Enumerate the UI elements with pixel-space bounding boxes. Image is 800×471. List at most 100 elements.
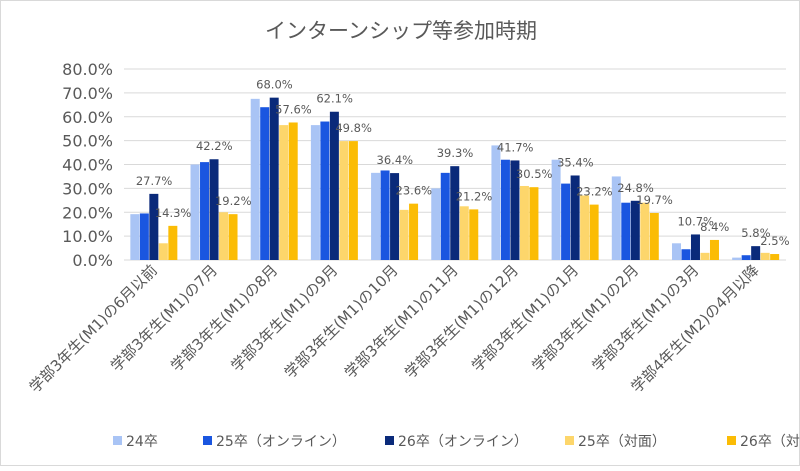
bar [751,246,761,260]
bar [260,107,270,260]
bar [580,195,590,260]
bar [681,249,691,260]
data-label: 21.2% [456,189,493,203]
y-tick-label: 30.0% [62,179,113,198]
bar [228,214,238,260]
data-label: 57.6% [275,102,312,116]
bar [640,202,650,260]
bar [339,141,349,260]
bar [621,202,631,260]
bar [200,162,210,260]
bar [209,159,219,260]
legend-label: 25卒（対面） [578,434,666,450]
bar [611,176,621,260]
bar [570,175,580,260]
x-tick-label: 学部4年生(M2)の4月以降 [627,261,762,396]
data-label: 30.5% [516,167,553,181]
bar [459,206,469,260]
bar [561,183,571,260]
bar [409,203,419,260]
bar [589,204,599,260]
data-label: 42.2% [196,139,233,153]
bar [529,187,539,260]
bar [690,234,700,260]
bar [158,243,168,260]
data-label: 23.6% [396,184,433,198]
data-label: 23.2% [576,185,613,199]
x-tick-label: 学部3年生(M1)の3月 [589,261,703,375]
bar [149,193,159,260]
data-label: 24.8% [617,181,654,195]
x-tick-label: 学部3年生(M1)の8月 [167,261,281,375]
data-label: 5.8% [741,226,770,240]
bar [380,170,390,260]
bar [440,172,450,260]
data-label: 14.3% [155,206,192,220]
data-label: 41.7% [497,140,534,154]
bar [551,159,561,260]
bar [431,188,441,260]
bar [279,125,289,260]
bar [310,125,320,260]
bar [168,225,178,260]
bar [130,214,140,260]
bar [732,257,742,260]
data-label: 19.2% [215,194,252,208]
bar [288,122,298,260]
bar [500,159,510,260]
bar [329,111,339,260]
y-tick-label: 50.0% [62,132,113,151]
y-tick-label: 10.0% [62,227,113,246]
x-tick-label: 学部3年生(M1)の9月 [227,261,341,375]
data-label: 19.7% [636,193,673,207]
data-label: 39.3% [437,146,474,160]
bar [450,166,460,260]
legend-label: 26卒（対面） [740,434,800,450]
legend-swatch [203,436,212,445]
bar [760,252,770,260]
bar [371,172,381,260]
bar [219,212,229,260]
bar [491,145,501,260]
bar [320,121,330,261]
bar [469,209,479,260]
bar [348,141,358,260]
data-label: 10.7% [677,214,714,228]
bar [390,173,400,260]
data-label: 49.8% [335,121,372,135]
bar [649,212,659,260]
bar [190,164,200,260]
bar [139,213,149,260]
x-tick-label: 学部3年生(M1)の1月 [468,261,582,375]
bar [250,98,260,260]
bar [399,209,409,260]
bar [709,239,719,260]
y-tick-label: 60.0% [62,108,113,127]
y-tick-label: 80.0% [62,60,113,79]
chart-title: インターンシップ等参加時期 [265,19,537,43]
x-tick-label: 学部3年生(M1)の10月 [281,261,402,382]
legend-label: 24卒 [126,434,158,450]
bar [741,255,751,260]
data-label: 36.4% [377,153,414,167]
legend-swatch [727,436,736,445]
x-tick-label: 学部3年生(M1)の12月 [401,261,522,382]
legend-label: 26卒（オンライン） [398,434,528,450]
data-label: 68.0% [256,78,293,92]
y-tick-label: 20.0% [62,203,113,222]
bar [269,97,279,261]
y-tick-label: 40.0% [62,156,113,175]
bar [770,254,780,260]
bar [519,185,529,260]
y-tick-label: 0.0% [72,251,113,270]
data-label: 62.1% [316,92,353,106]
data-label: 27.7% [136,174,173,188]
data-label: 35.4% [557,155,594,169]
bar [510,160,520,260]
data-label: 2.5% [760,234,789,248]
bar [700,252,710,260]
data-label: 8.4% [700,220,729,234]
y-tick-label: 70.0% [62,84,113,103]
